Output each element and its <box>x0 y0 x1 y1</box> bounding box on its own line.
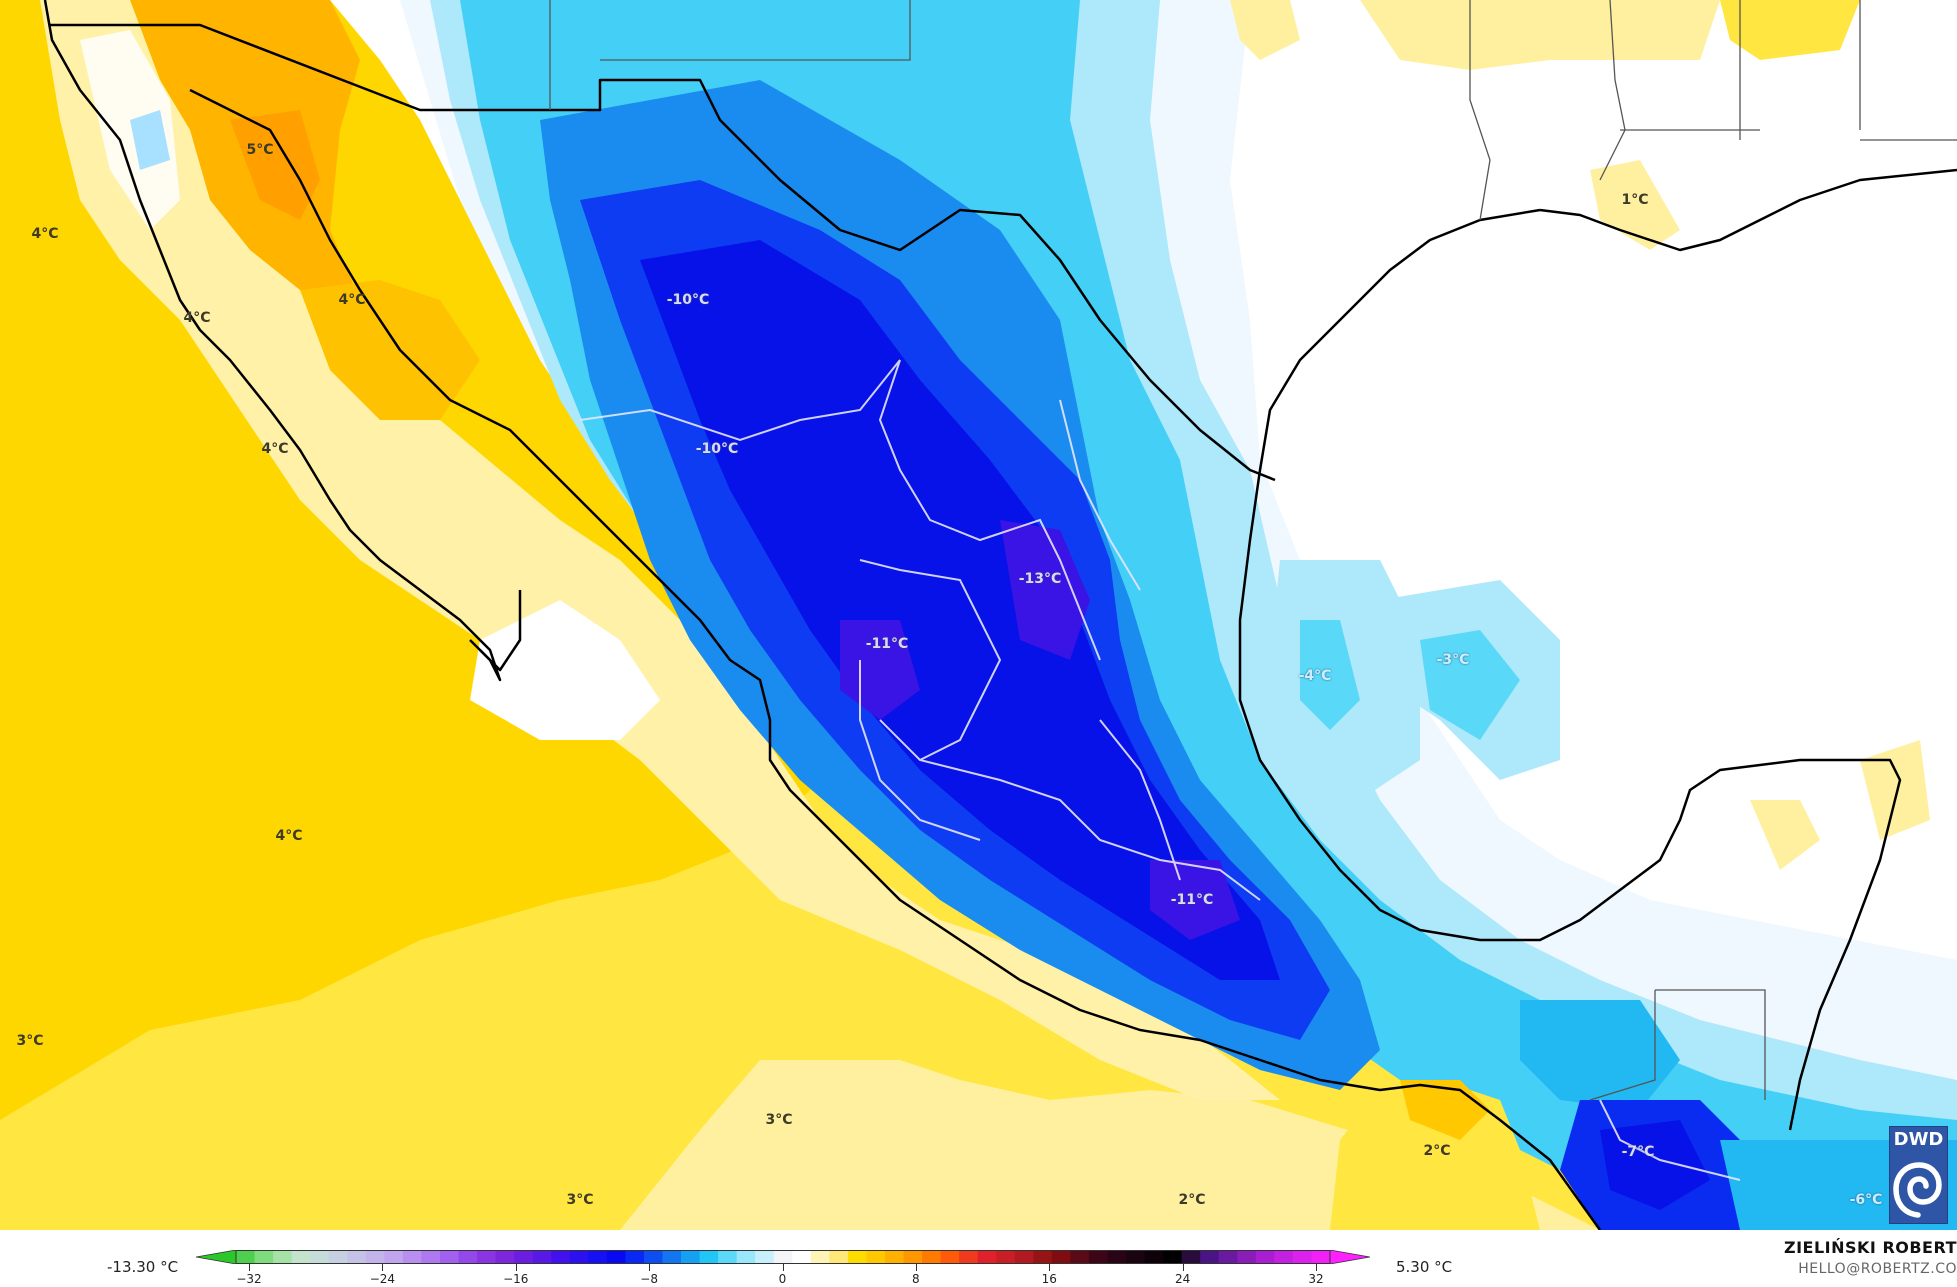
colorbar-tick <box>382 1264 384 1271</box>
temperature-label: -10°C <box>695 441 739 457</box>
colorbar-tick <box>1049 1264 1051 1271</box>
colorbar-tick-label: −24 <box>369 1272 396 1286</box>
author-email: HELLO@ROBERTZ.CO <box>1798 1261 1957 1277</box>
temperature-label: 4°C <box>31 226 59 242</box>
temperature-label: 4°C <box>275 828 303 844</box>
colorbar-tick <box>1316 1264 1317 1271</box>
dwd-logo: DWD <box>1889 1126 1948 1224</box>
temperature-label: -13°C <box>1018 571 1062 587</box>
colorbar-tick <box>782 1264 784 1271</box>
temperature-label: -6°C <box>1849 1192 1883 1208</box>
colorbar-tick-label: 24 <box>1174 1272 1191 1286</box>
temperature-label: 4°C <box>183 310 211 326</box>
colorbar-tick-label: 0 <box>778 1272 787 1286</box>
temperature-anomaly-map: 5°C 4°C 4°C 4°C 4°C 4°C 3°C 3°C 3°C 2°C 2°C 1°C -10°… <box>0 0 1957 1230</box>
temperature-label: -10°C <box>666 292 710 308</box>
temperature-label: 3°C <box>16 1033 44 1049</box>
author-credit: ZIELIŃSKI ROBERT <box>1783 1238 1957 1257</box>
temperature-label: 1°C <box>1621 192 1649 208</box>
colorbar <box>195 1249 1371 1265</box>
temperature-label: -4°C <box>1298 668 1332 684</box>
dwd-logo-text: DWD <box>1893 1129 1944 1150</box>
temperature-label: -7°C <box>1621 1144 1655 1160</box>
colorbar-tick <box>249 1264 250 1271</box>
colorbar-min-label: -13.30 °C <box>107 1258 179 1276</box>
temperature-label: 5°C <box>246 142 274 158</box>
colorbar-tick-label: −8 <box>640 1272 658 1286</box>
colorbar-max-label: 5.30 °C <box>1396 1258 1453 1276</box>
temperature-label: 2°C <box>1178 1192 1206 1208</box>
map-fill <box>0 0 1957 1230</box>
temperature-label: -11°C <box>865 636 909 652</box>
colorbar-tick-label: −16 <box>503 1272 529 1286</box>
temperature-label: 4°C <box>261 441 289 457</box>
temperature-label: -3°C <box>1436 652 1470 668</box>
spiral-icon <box>1893 1162 1942 1218</box>
temperature-label: -11°C <box>1170 892 1214 908</box>
colorbar-tick <box>515 1264 517 1271</box>
colorbar-tick-label: 32 <box>1308 1272 1324 1286</box>
temperature-label: 2°C <box>1423 1143 1451 1159</box>
temperature-label: 4°C <box>338 292 366 308</box>
colorbar-tick <box>1182 1264 1184 1271</box>
colorbar-tick <box>915 1264 917 1271</box>
colorbar-tick-label: −32 <box>236 1272 262 1286</box>
colorbar-gradient <box>195 1249 1371 1265</box>
temperature-label: 3°C <box>765 1112 793 1128</box>
colorbar-tick <box>649 1264 651 1271</box>
colorbar-tick-label: 16 <box>1041 1272 1057 1286</box>
temperature-label: 3°C <box>566 1192 594 1208</box>
colorbar-tick-label: 8 <box>912 1272 920 1286</box>
coastlines-borders <box>43 0 1957 1230</box>
